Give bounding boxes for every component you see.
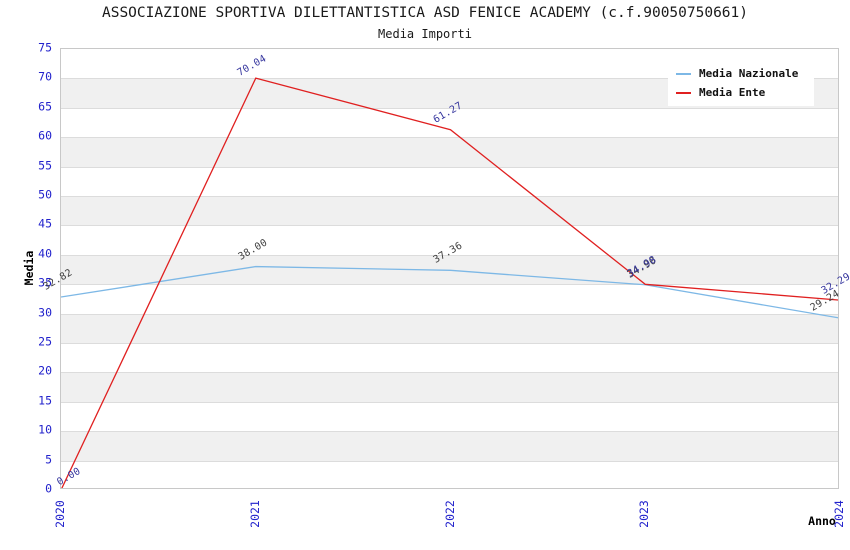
x-axis-label: Anno (808, 514, 836, 528)
y-tick-label: 15 (38, 393, 52, 408)
y-tick-label: 0 (45, 481, 52, 496)
y-tick-label: 40 (38, 246, 52, 261)
x-tick-label: 2023 (637, 500, 652, 528)
gridline (61, 254, 838, 256)
gridline (61, 137, 838, 139)
legend: Media Nazionale Media Ente (668, 60, 814, 106)
gridline (61, 431, 838, 433)
chart-subtitle: Media Importi (378, 27, 472, 41)
gridline (61, 343, 838, 344)
gridline (61, 401, 838, 403)
y-tick-label: 70 (38, 69, 52, 84)
media-nazionale-line-swatch-icon (676, 72, 691, 75)
gridline (61, 166, 838, 168)
plot-band (61, 107, 838, 138)
plot-band (61, 166, 838, 196)
gridline (61, 196, 838, 197)
plot-band (61, 460, 838, 488)
y-tick-label: 50 (38, 187, 52, 202)
gridline (61, 225, 838, 227)
gridline (61, 313, 838, 315)
y-tick-label: 20 (38, 363, 52, 378)
gridline (61, 284, 838, 286)
y-tick-label: 55 (38, 158, 52, 173)
y-tick-label: 10 (38, 422, 52, 437)
plot-band (61, 343, 838, 373)
y-tick-label: 35 (38, 275, 52, 290)
y-tick-label: 65 (38, 99, 52, 114)
legend-label-media-ente: Media Ente (699, 86, 766, 99)
plot-band (61, 313, 838, 343)
y-tick-label: 60 (38, 128, 52, 143)
x-tick-label: 2021 (247, 500, 262, 528)
series-line-1 (61, 77, 838, 488)
x-tick-label: 2020 (53, 500, 67, 528)
plot-band (61, 401, 838, 432)
plot-area (60, 48, 839, 489)
legend-label-media-nazionale: Media Nazionale (699, 67, 799, 80)
gridline (61, 107, 838, 109)
y-tick-label: 45 (38, 216, 52, 231)
chart-title: ASSOCIAZIONE SPORTIVA DILETTANTISTICA AS… (101, 5, 748, 21)
x-tick-label: 2022 (442, 500, 457, 528)
series-lines (61, 77, 838, 488)
y-tick-label: 30 (38, 305, 52, 320)
y-axis-label: Media (22, 250, 36, 286)
y-tick-label: 5 (45, 452, 52, 467)
media-ente-line-swatch-icon (676, 91, 691, 94)
plot-band (61, 225, 838, 255)
plot-band (61, 431, 838, 461)
legend-item-media-nazionale: Media Nazionale (674, 64, 808, 83)
y-tick-label: 25 (38, 334, 52, 349)
plot-band (61, 137, 838, 167)
plot-band (61, 196, 838, 226)
plot-band (61, 372, 838, 402)
plot-band (61, 254, 838, 285)
y-tick-label: 75 (38, 40, 52, 55)
gridline (61, 372, 838, 374)
gridline (61, 78, 838, 80)
series-line-0 (61, 265, 838, 319)
legend-item-media-ente: Media Ente (674, 83, 808, 102)
gridline (61, 460, 838, 462)
